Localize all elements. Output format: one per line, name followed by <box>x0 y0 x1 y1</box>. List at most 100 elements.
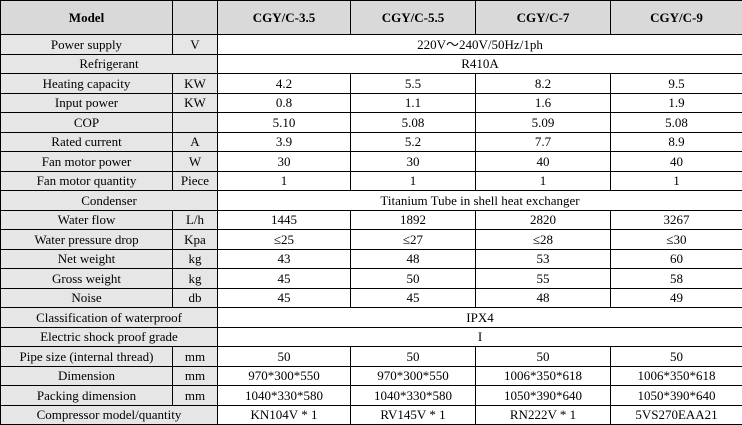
row-value: 5.08 <box>351 113 476 133</box>
row-value: 4.2 <box>218 74 351 94</box>
row-value: 30 <box>351 152 476 172</box>
row-unit: A <box>173 132 218 152</box>
row-value: 0.8 <box>218 93 351 113</box>
row-value: 1.6 <box>476 93 611 113</box>
row-value: 970*300*550 <box>218 366 351 386</box>
row-label: Heating capacity <box>1 74 173 94</box>
row-unit: V <box>173 35 218 55</box>
row-value: 50 <box>351 269 476 289</box>
row-value: 1445 <box>218 210 351 230</box>
row-label: Water pressure drop <box>1 230 173 250</box>
row-value: 40 <box>611 152 742 172</box>
row-value: Titanium Tube in shell heat exchanger <box>218 191 742 211</box>
row-unit: L/h <box>173 210 218 230</box>
header-model-name: CGY/C-7 <box>476 1 611 35</box>
row-value: 1050*390*640 <box>611 386 742 406</box>
row-value: RV145V * 1 <box>351 405 476 425</box>
row-label: COP <box>1 113 173 133</box>
row-label: Power supply <box>1 35 173 55</box>
row-value: ≤30 <box>611 230 742 250</box>
row-unit: Kpa <box>173 230 218 250</box>
row-value: 1050*390*640 <box>476 386 611 406</box>
row-value: 30 <box>218 152 351 172</box>
row-unit: mm <box>173 366 218 386</box>
row-label: Water flow <box>1 210 173 230</box>
row-value: ≤27 <box>351 230 476 250</box>
row-value: 9.5 <box>611 74 742 94</box>
row-value: 3267 <box>611 210 742 230</box>
row-unit: KW <box>173 74 218 94</box>
row-unit: mm <box>173 386 218 406</box>
row-value: 45 <box>351 288 476 308</box>
row-value: 50 <box>476 347 611 367</box>
row-value: 5.10 <box>218 113 351 133</box>
row-label: Electric shock proof grade <box>1 327 218 347</box>
row-label: Fan motor power <box>1 152 173 172</box>
row-value: 45 <box>218 269 351 289</box>
row-value: 48 <box>476 288 611 308</box>
header-unit <box>173 1 218 35</box>
row-value: 220V～240V/50Hz/1ph <box>218 35 742 55</box>
row-label: Dimension <box>1 366 173 386</box>
row-value: 50 <box>611 347 742 367</box>
row-value: 1 <box>476 171 611 191</box>
row-value: 1 <box>218 171 351 191</box>
row-value: 1 <box>351 171 476 191</box>
row-value: 55 <box>476 269 611 289</box>
row-value: 1040*330*580 <box>351 386 476 406</box>
header-model: Model <box>1 1 173 35</box>
row-value: RN222V * 1 <box>476 405 611 425</box>
row-value: 50 <box>218 347 351 367</box>
row-value: 50 <box>351 347 476 367</box>
row-label: Pipe size (internal thread) <box>1 347 173 367</box>
row-value: 5VS270EAA21 <box>611 405 742 425</box>
row-value: 49 <box>611 288 742 308</box>
row-value: 1.1 <box>351 93 476 113</box>
row-label: Classification of waterproof <box>1 308 218 328</box>
row-label: Gross weight <box>1 269 173 289</box>
row-value: 8.9 <box>611 132 742 152</box>
header-model-name: CGY/C-9 <box>611 1 742 35</box>
row-value: 8.2 <box>476 74 611 94</box>
row-value: 2820 <box>476 210 611 230</box>
row-value: 60 <box>611 249 742 269</box>
row-value: 5.5 <box>351 74 476 94</box>
row-value: 1.9 <box>611 93 742 113</box>
row-value: 40 <box>476 152 611 172</box>
row-label: Packing dimension <box>1 386 173 406</box>
row-value: 5.08 <box>611 113 742 133</box>
row-label: Input power <box>1 93 173 113</box>
row-unit: KW <box>173 93 218 113</box>
row-value: ≤28 <box>476 230 611 250</box>
row-value: 1 <box>611 171 742 191</box>
row-value: ≤25 <box>218 230 351 250</box>
row-label: Fan motor quantity <box>1 171 173 191</box>
row-value: 45 <box>218 288 351 308</box>
row-value: 53 <box>476 249 611 269</box>
header-model-name: CGY/C-5.5 <box>351 1 476 35</box>
row-value: 5.2 <box>351 132 476 152</box>
header-model-name: CGY/C-3.5 <box>218 1 351 35</box>
row-value: 43 <box>218 249 351 269</box>
row-value: 970*300*550 <box>351 366 476 386</box>
